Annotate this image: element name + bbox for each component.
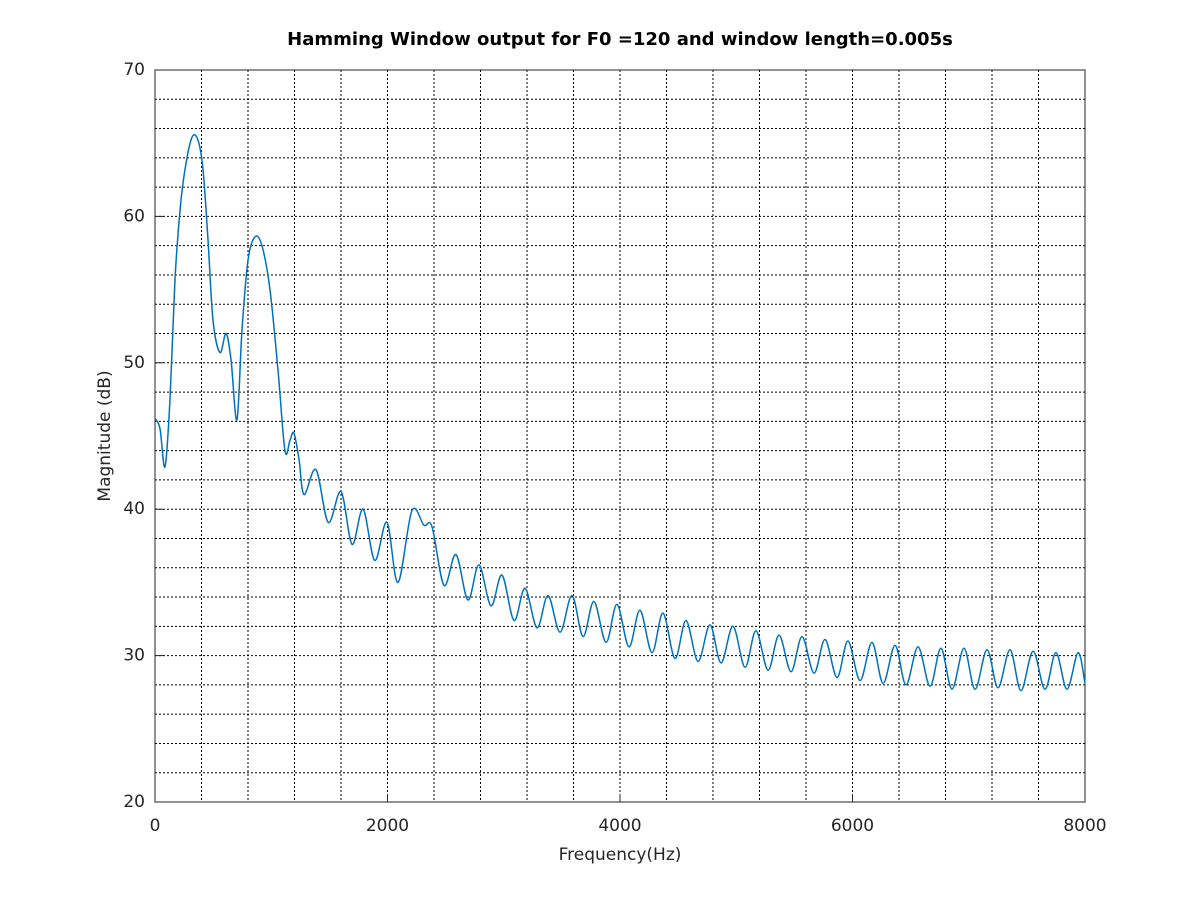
plot-frame <box>154 69 1086 803</box>
y-tick-label: 40 <box>123 499 145 519</box>
x-tick-label: 8000 <box>1063 816 1106 836</box>
y-tick-label: 50 <box>123 353 145 373</box>
y-tick-label: 30 <box>123 646 145 666</box>
x-tick-label: 2000 <box>366 816 409 836</box>
chart-title: Hamming Window output for F0 =120 and wi… <box>287 29 953 50</box>
y-tick-label: 20 <box>123 792 145 812</box>
y-axis-label: Magnitude (dB) <box>95 370 115 501</box>
y-tick-label: 70 <box>123 60 145 80</box>
y-tick-label: 60 <box>123 206 145 226</box>
x-tick-label: 4000 <box>598 816 641 836</box>
data-line <box>154 133 1086 692</box>
x-tick-label: 0 <box>150 816 161 836</box>
x-axis-label: Frequency(Hz) <box>559 845 682 865</box>
x-tick-label: 6000 <box>831 816 874 836</box>
